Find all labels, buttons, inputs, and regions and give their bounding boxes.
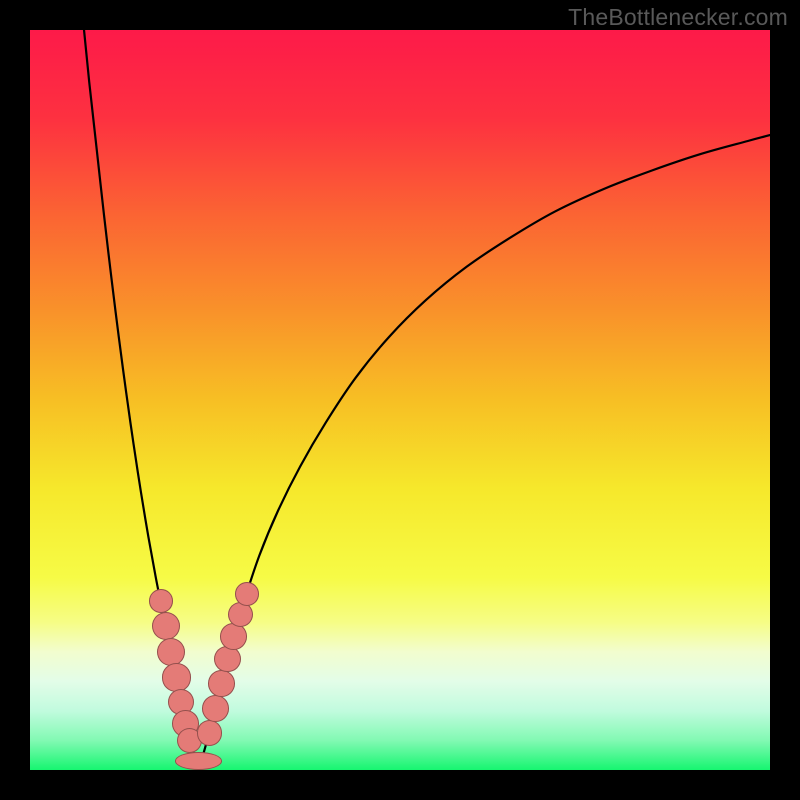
data-markers xyxy=(0,0,800,800)
data-point-marker xyxy=(172,710,199,737)
data-point-marker xyxy=(149,589,173,613)
data-point-marker xyxy=(152,612,180,640)
cusp-marker xyxy=(175,752,222,770)
data-point-marker xyxy=(235,582,259,606)
data-point-marker xyxy=(157,638,185,666)
data-point-marker xyxy=(197,720,222,745)
data-point-marker xyxy=(162,663,190,691)
data-point-marker xyxy=(208,670,235,697)
data-point-marker xyxy=(228,602,253,627)
chart-stage: TheBottlenecker.com xyxy=(0,0,800,800)
data-point-marker xyxy=(168,689,195,716)
data-point-marker xyxy=(177,728,202,753)
data-point-marker xyxy=(220,623,247,650)
watermark-text: TheBottlenecker.com xyxy=(568,4,788,31)
data-point-marker xyxy=(214,646,241,673)
data-point-marker xyxy=(202,695,229,722)
